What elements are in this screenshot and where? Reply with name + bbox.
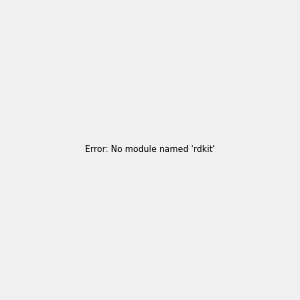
Text: Error: No module named 'rdkit': Error: No module named 'rdkit' [85,146,215,154]
